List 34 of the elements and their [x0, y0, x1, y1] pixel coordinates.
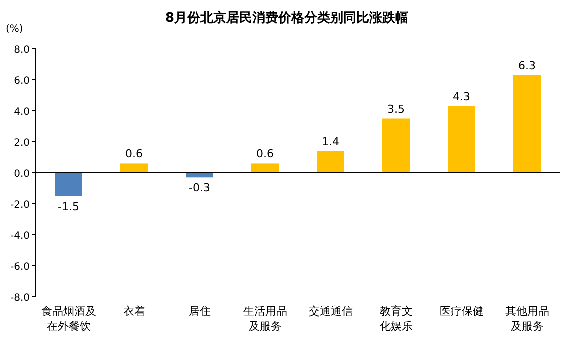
data-label: -1.5	[58, 200, 80, 214]
data-label: 4.3	[453, 90, 470, 104]
bar	[120, 164, 148, 173]
y-tick-label: 6.0	[14, 76, 30, 87]
y-tick-label: -8.0	[10, 293, 30, 304]
x-tick-label: 教育文化娱乐	[380, 305, 413, 333]
data-label: 6.3	[518, 59, 536, 72]
data-label: 1.4	[322, 135, 340, 148]
y-tick-label: -4.0	[10, 231, 30, 242]
x-tick-label: 其他用品及服务	[505, 305, 550, 333]
bar	[316, 151, 345, 173]
chart-title: 8月份北京居民消费价格分类别同比涨跌幅	[165, 10, 409, 26]
y-axis-title: (%)	[6, 24, 24, 35]
bar	[251, 164, 280, 173]
bar	[54, 173, 83, 196]
data-label: 0.6	[126, 148, 143, 161]
y-tick-label: 4.0	[14, 107, 30, 118]
y-tick-label: 2.0	[14, 138, 30, 149]
data-label: 0.6	[256, 148, 274, 161]
bar	[513, 75, 542, 173]
bar	[448, 106, 476, 173]
y-tick-label: 8.0	[14, 45, 30, 56]
y-tick-label: -2.0	[10, 200, 30, 211]
x-tick-label: 生活用品及服务	[243, 305, 288, 333]
x-tick-label: 医疗保健	[440, 305, 484, 318]
y-tick-label: 0.0	[14, 169, 30, 180]
x-tick-label: 食品烟酒及在外餐饮	[41, 305, 96, 333]
x-tick-label: 衣着	[123, 305, 146, 318]
data-label: -0.3	[189, 182, 210, 195]
bar	[382, 118, 410, 173]
y-tick-label: -6.0	[10, 262, 30, 273]
data-label: 3.5	[388, 102, 405, 116]
x-tick-label: 居住	[188, 305, 211, 318]
x-tick-label: 交通通信	[308, 305, 353, 318]
